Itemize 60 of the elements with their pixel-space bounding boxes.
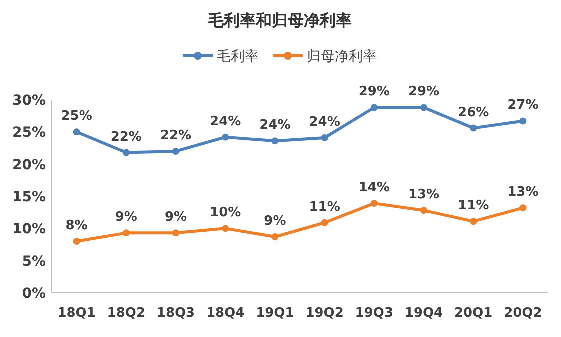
point — [73, 128, 80, 136]
y-tick-label: 15% — [12, 190, 46, 206]
point — [222, 225, 230, 232]
data-label: 10% — [210, 206, 242, 221]
data-label: 8% — [66, 218, 88, 234]
point — [122, 230, 130, 237]
x-tick-label: 19Q1 — [256, 306, 294, 321]
data-label: 13% — [408, 188, 440, 203]
data-label: 9% — [115, 210, 138, 226]
legend-label: 归母净利率 — [307, 49, 377, 65]
legend-label: 毛利率 — [217, 49, 259, 65]
point — [520, 118, 527, 125]
point — [172, 230, 180, 237]
data-label: 9% — [264, 214, 286, 230]
y-tick-label: 5% — [22, 254, 46, 270]
x-tick-label: 18Q2 — [107, 306, 146, 321]
point — [321, 219, 328, 226]
chart-title: 毛利率和归母净利率 — [207, 11, 352, 30]
y-tick-label: 10% — [12, 222, 46, 238]
point — [73, 238, 80, 246]
point — [470, 218, 478, 226]
point — [122, 149, 130, 156]
data-label: 24% — [210, 114, 242, 130]
data-label: 11% — [458, 198, 490, 214]
point — [222, 134, 230, 141]
data-label: 11% — [309, 200, 340, 215]
y-tick-label: 0% — [22, 286, 46, 302]
y-tick-label: 30% — [12, 93, 46, 109]
data-label: 29% — [408, 84, 440, 100]
x-tick-label: 19Q4 — [404, 306, 444, 321]
x-tick-label: 20Q1 — [454, 306, 493, 321]
x-tick-label: 20Q2 — [504, 306, 542, 321]
data-label: 26% — [458, 105, 490, 120]
x-tick-label: 18Q3 — [156, 306, 196, 321]
data-label: 22% — [160, 128, 192, 144]
point — [370, 200, 378, 208]
x-tick-label: 19Q3 — [355, 306, 394, 321]
point — [520, 204, 527, 212]
point — [420, 104, 428, 112]
y-tick-label: 20% — [12, 157, 46, 174]
point — [420, 207, 428, 214]
x-tick-label: 19Q2 — [306, 306, 344, 321]
data-label: 25% — [61, 109, 92, 124]
data-label: 24% — [260, 118, 291, 134]
point — [172, 148, 180, 155]
data-label: 29% — [358, 84, 390, 100]
y-tick-label: 25% — [12, 125, 46, 142]
point — [470, 124, 478, 132]
data-label: 22% — [110, 130, 142, 145]
x-tick-label: 18Q1 — [58, 306, 96, 321]
data-label: 24% — [309, 114, 340, 130]
data-label: 9% — [164, 210, 188, 226]
data-label: 27% — [508, 98, 539, 114]
point — [272, 138, 279, 145]
data-label: 13% — [508, 185, 539, 200]
point — [370, 104, 378, 112]
x-tick-label: 18Q4 — [206, 306, 245, 321]
data-label: 14% — [358, 180, 390, 196]
point — [321, 134, 328, 142]
point — [272, 234, 279, 241]
